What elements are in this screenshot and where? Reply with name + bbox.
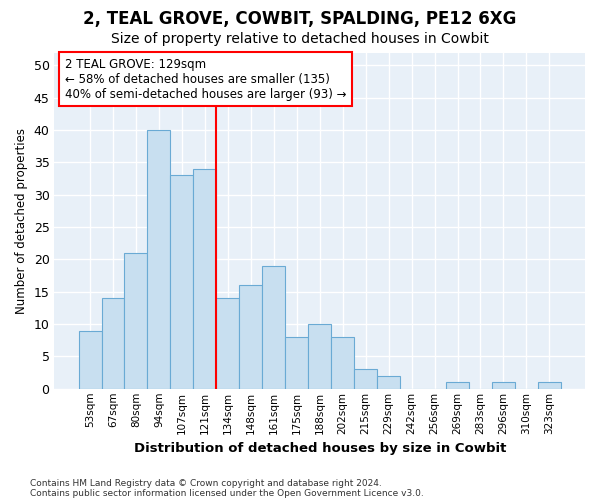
Bar xyxy=(492,382,515,389)
Bar xyxy=(262,266,285,389)
Bar xyxy=(446,382,469,389)
Text: Contains HM Land Registry data © Crown copyright and database right 2024.: Contains HM Land Registry data © Crown c… xyxy=(30,478,382,488)
Bar xyxy=(193,169,217,389)
Bar xyxy=(101,298,124,389)
Bar xyxy=(124,253,148,389)
Text: 2 TEAL GROVE: 129sqm
← 58% of detached houses are smaller (135)
40% of semi-deta: 2 TEAL GROVE: 129sqm ← 58% of detached h… xyxy=(65,58,347,100)
Bar xyxy=(239,286,262,389)
Bar xyxy=(538,382,561,389)
Text: Size of property relative to detached houses in Cowbit: Size of property relative to detached ho… xyxy=(111,32,489,46)
Bar xyxy=(79,330,101,389)
Text: 2, TEAL GROVE, COWBIT, SPALDING, PE12 6XG: 2, TEAL GROVE, COWBIT, SPALDING, PE12 6X… xyxy=(83,10,517,28)
Bar xyxy=(331,337,354,389)
Bar xyxy=(308,324,331,389)
Text: Contains public sector information licensed under the Open Government Licence v3: Contains public sector information licen… xyxy=(30,488,424,498)
X-axis label: Distribution of detached houses by size in Cowbit: Distribution of detached houses by size … xyxy=(134,442,506,455)
Bar xyxy=(285,337,308,389)
Bar xyxy=(148,130,170,389)
Y-axis label: Number of detached properties: Number of detached properties xyxy=(15,128,28,314)
Bar xyxy=(170,176,193,389)
Bar xyxy=(354,370,377,389)
Bar xyxy=(377,376,400,389)
Bar xyxy=(217,298,239,389)
